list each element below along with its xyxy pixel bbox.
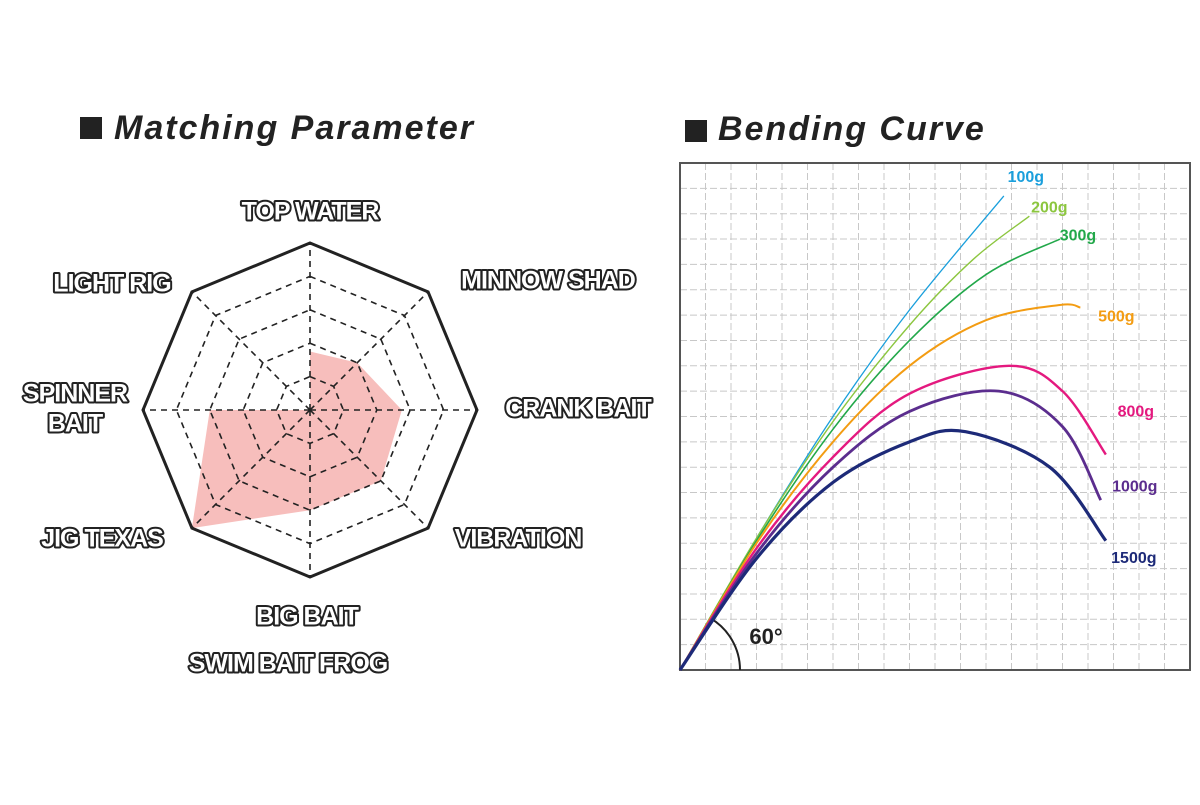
radar-ring <box>208 308 412 512</box>
radar-spoke <box>191 409 311 529</box>
axis-label: MINNOW SHAD <box>461 267 635 295</box>
series-label: 1000g <box>1112 478 1157 495</box>
plot-frame <box>679 162 1191 671</box>
bend-curve <box>678 364 1107 671</box>
axis-label: SPINNER <box>23 380 128 408</box>
axis-label: VIBRATION <box>455 525 582 553</box>
radar-spoke <box>309 409 429 529</box>
title-bullet <box>685 120 707 142</box>
bend-curve <box>679 215 1030 671</box>
angle-arc <box>709 617 742 671</box>
axis-label: LIGHT RIG <box>53 270 170 298</box>
series-label: 800g <box>1118 404 1154 421</box>
bend-curve <box>678 428 1108 671</box>
series-label: 200g <box>1031 199 1067 216</box>
axis-label: BIG BAIT <box>256 603 358 631</box>
radar-area <box>191 351 402 529</box>
axis-label: SWIM BAIT FROG <box>189 650 387 678</box>
bend-curve <box>678 389 1102 671</box>
radar-spoke <box>309 291 429 411</box>
title-bullet <box>80 117 102 139</box>
radar-title: Matching Parameter <box>114 109 475 147</box>
series-label: 1500g <box>1111 550 1156 567</box>
radar-ring <box>242 342 378 478</box>
bending-chart: 60° 100g 200g 300g 500g 800g 1000g 1500g <box>678 162 1191 671</box>
axis-label: TOP WATER <box>242 198 380 226</box>
series-label: 100g <box>1008 169 1044 186</box>
series-label: 300g <box>1060 227 1096 244</box>
angle-label: 60° <box>749 624 782 649</box>
axis-label: BAIT <box>48 410 103 438</box>
axis-label: JIG TEXAS <box>41 525 163 553</box>
radar-spoke <box>191 291 311 411</box>
series-label: 500g <box>1098 309 1134 326</box>
curve-title: Bending Curve <box>718 110 986 148</box>
radar-chart: TOP WATER MINNOW SHAD CRANK BAIT VIBRATION B… <box>21 196 655 680</box>
bend-curve <box>679 303 1081 671</box>
axis-label: CRANK BAIT <box>505 395 651 423</box>
